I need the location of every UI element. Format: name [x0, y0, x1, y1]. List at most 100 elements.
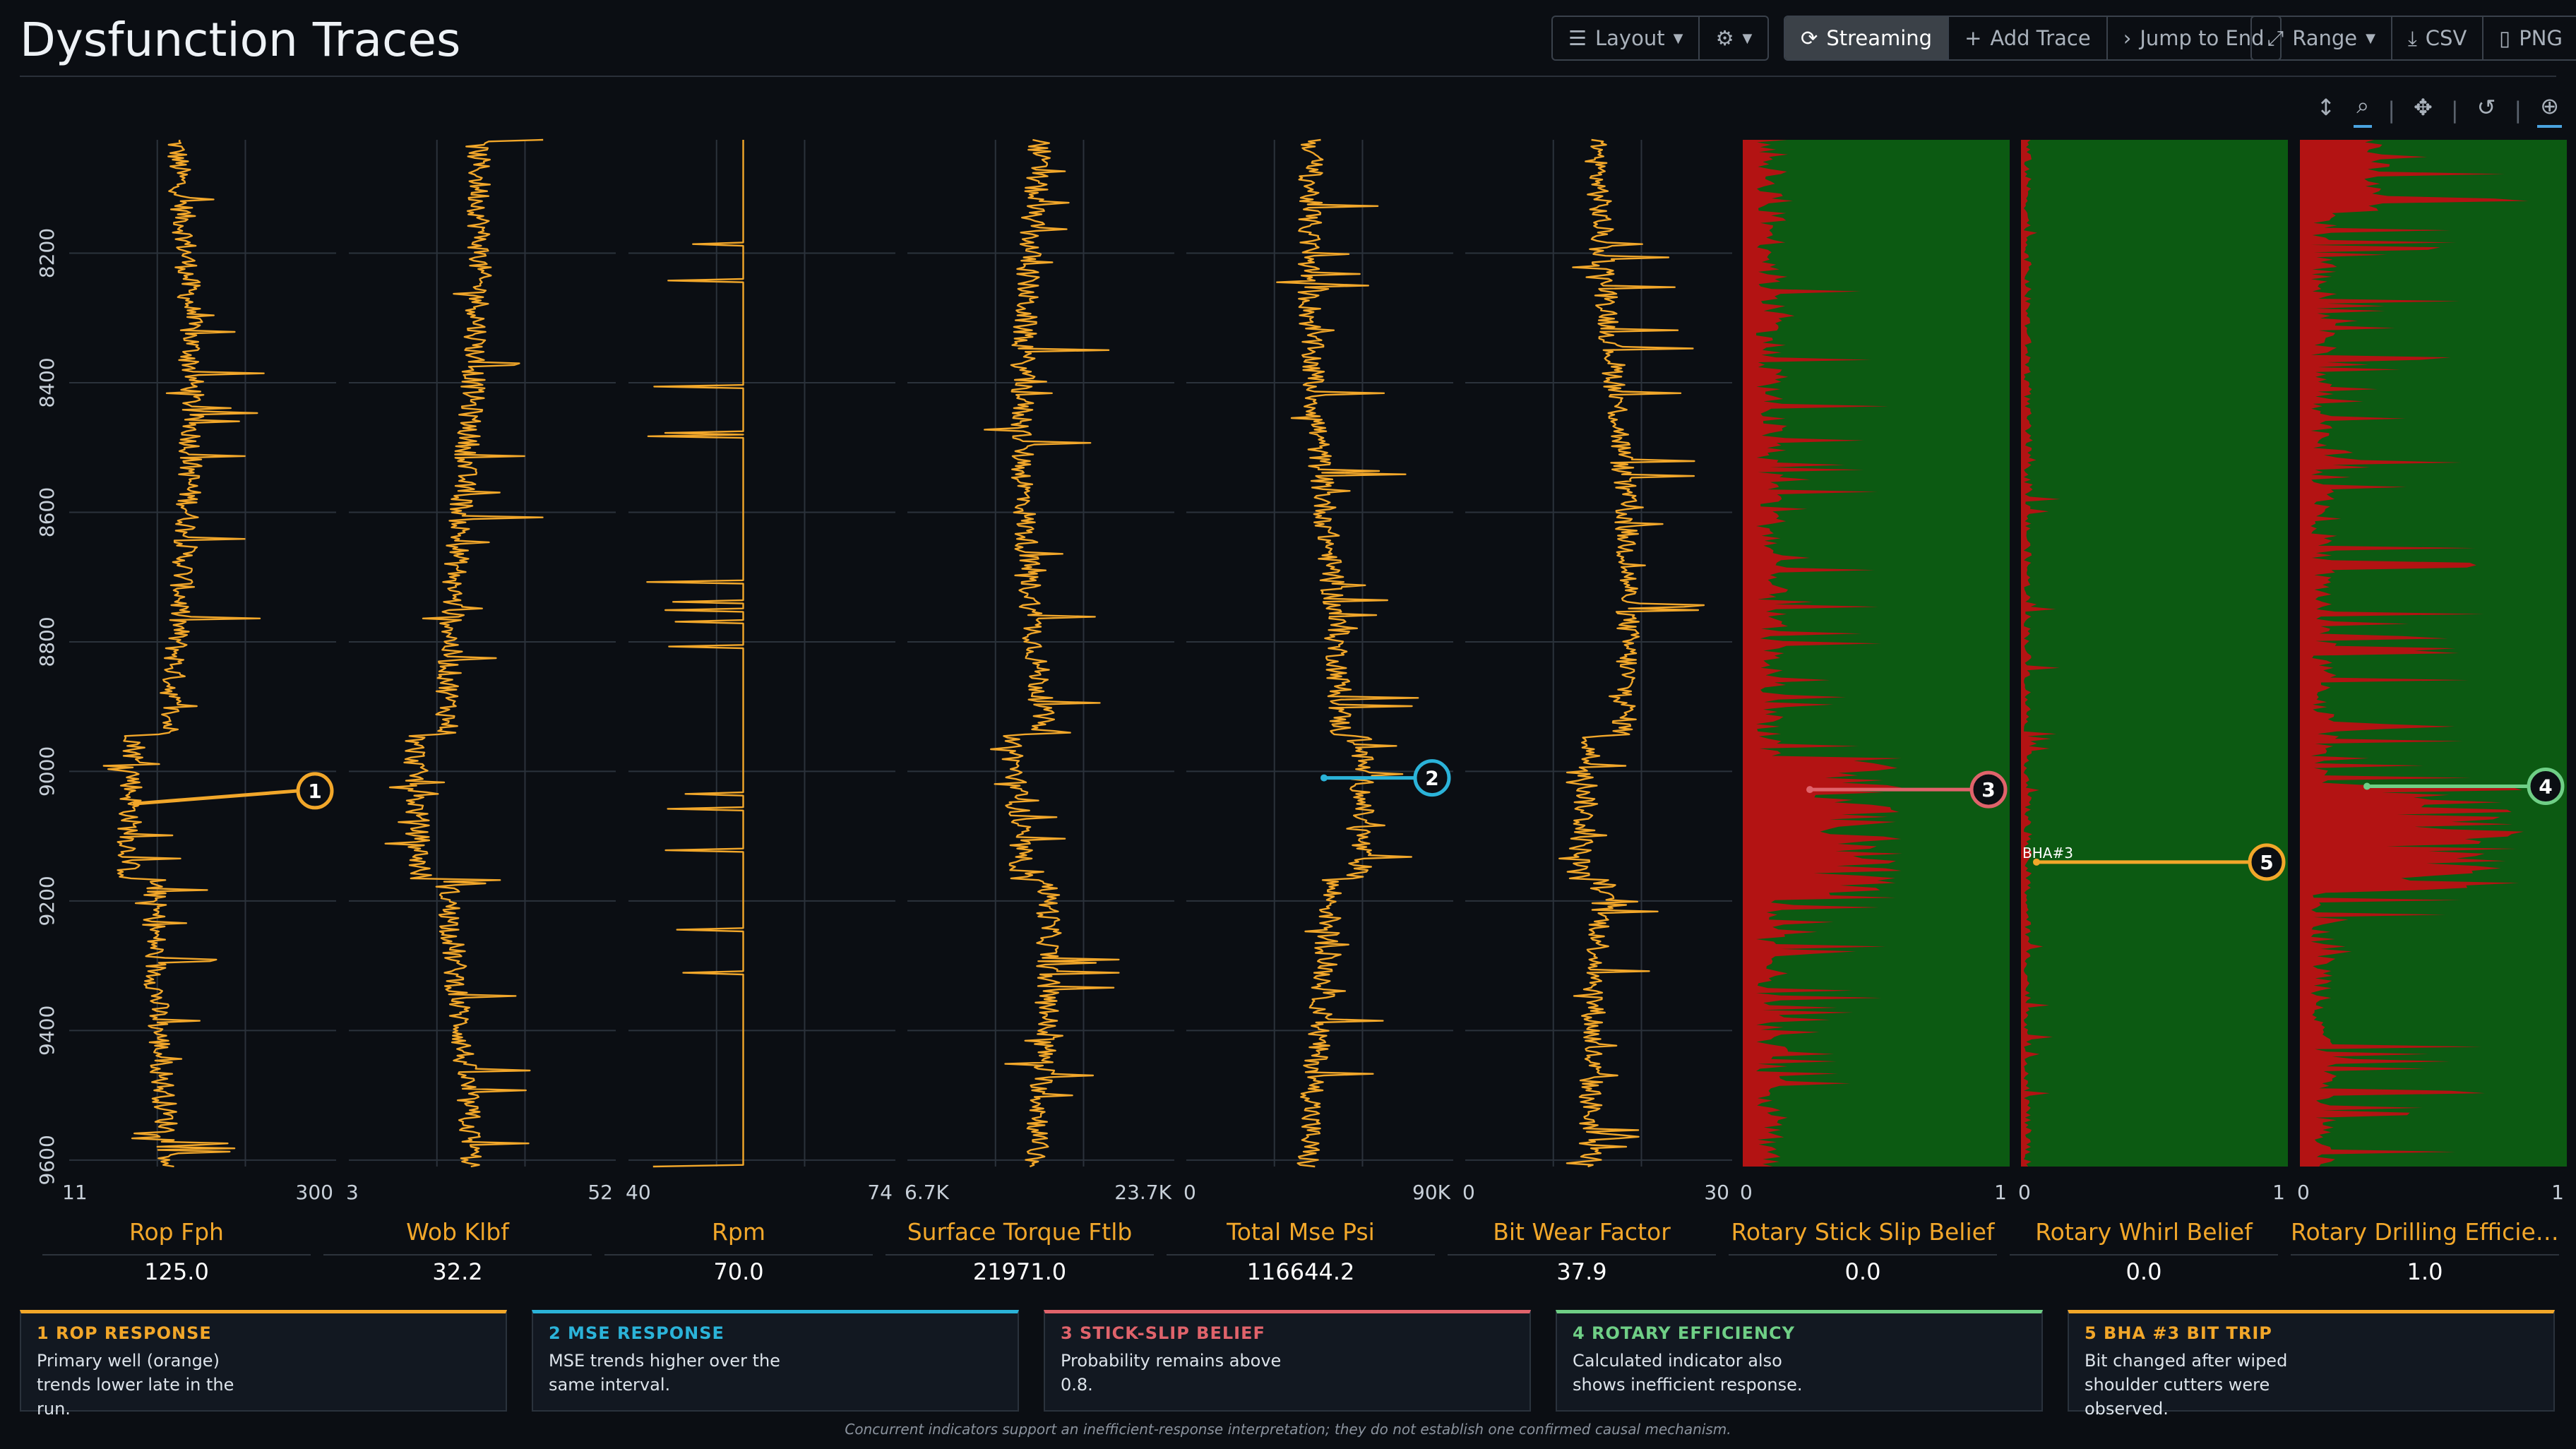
track-1: 11 300: [62, 139, 336, 1204]
track-3: 40 74: [626, 140, 895, 1204]
card-text: MSE trends higher over the same interval…: [549, 1351, 780, 1395]
marker-number: 4: [2539, 775, 2552, 799]
track-label-divider: [323, 1254, 592, 1256]
page-title: Dysfunction Traces: [20, 13, 461, 67]
zoom-select-icon[interactable]: ⌕: [2354, 92, 2373, 128]
range-button[interactable]: ⤢ Range ▼: [2252, 17, 2392, 59]
track-label-divider: [1448, 1254, 1716, 1256]
axis-min-label: 0: [1462, 1181, 1475, 1204]
marker-circle: [1969, 770, 2008, 809]
plus-icon: +: [1964, 26, 1982, 50]
marker-leader: [136, 789, 299, 806]
marker-circle: [296, 772, 334, 810]
track-label-divider: [886, 1254, 1154, 1256]
axis-max-label: 1: [1994, 1181, 2007, 1204]
vertical-arrows-icon[interactable]: ↕: [2316, 93, 2336, 121]
marker-number: 1: [308, 780, 321, 803]
track-label-divider: [2291, 1254, 2559, 1256]
marker-4: 4: [2363, 768, 2565, 806]
annotation-card: 2 MSE RESPONSE MSE trends higher over the…: [532, 1310, 1019, 1412]
belief-fill: [2021, 140, 2061, 1167]
card-text: Probability remains above 0.8.: [1061, 1351, 1282, 1395]
depth-tick-label: 8600: [35, 487, 59, 537]
card-title: 3 STICK-SLIP BELIEF: [1061, 1323, 1265, 1343]
marker-dot: [2363, 782, 2371, 790]
track-label-divider: [1167, 1254, 1435, 1256]
trace-line: [646, 140, 744, 1168]
axis-max-label: 74: [867, 1181, 893, 1204]
chevron-down-icon: ▼: [1742, 30, 1753, 46]
belief-background: [2021, 140, 2288, 1167]
marker-number: 2: [1425, 767, 1438, 790]
depth-tick-label: 9000: [35, 746, 59, 797]
track-current-value: 70.0: [713, 1258, 764, 1285]
marker-number: 5: [2260, 851, 2273, 874]
track-label: Rop Fph: [129, 1218, 224, 1246]
stream-toolbar-group: ⟳ Streaming + Add Trace › Jump to End: [1784, 16, 2282, 61]
track-label-divider: [604, 1254, 873, 1256]
axis-max-label: 23.7K: [1114, 1181, 1171, 1204]
axis-min-label: 3: [346, 1181, 359, 1204]
marker-dot: [133, 799, 140, 807]
add-trace-button[interactable]: + Add Trace: [1949, 17, 2108, 59]
axis-min-label: 0: [2018, 1181, 2031, 1204]
settings-button[interactable]: ⚙ ▼: [1700, 17, 1767, 59]
tool-separator: |: [2387, 96, 2395, 124]
png-button[interactable]: ▯ PNG: [2483, 17, 2576, 59]
marker-2: 2: [1320, 759, 1451, 797]
pan-icon[interactable]: ✥: [2414, 93, 2433, 121]
axis-min-label: 0: [1740, 1181, 1753, 1204]
crosshair-icon[interactable]: ⊕: [2537, 93, 2562, 128]
track-6: 0 30: [1462, 138, 1732, 1204]
card-text: Primary well (orange) trends lower late …: [37, 1351, 234, 1419]
track-label: Rotary Drilling Efficiency: [2291, 1218, 2559, 1246]
card-text: Bit changed after wiped shoulder cutters…: [2085, 1351, 2288, 1419]
chevron-down-icon: ▼: [2366, 30, 2375, 46]
chart-tool-bar: ↕ ⌕ | ✥ | ↺ | ⊕: [2313, 92, 2562, 128]
track-current-value: 37.9: [1556, 1258, 1607, 1285]
depth-tick-label: 9200: [35, 876, 59, 926]
card-title: 2 MSE RESPONSE: [549, 1323, 724, 1343]
trace-line: [983, 138, 1120, 1168]
axis-max-label: 1: [2272, 1181, 2285, 1204]
track-label: Rotary Stick Slip Belief: [1731, 1218, 1995, 1246]
csv-button[interactable]: ⤓ CSV: [2392, 17, 2484, 59]
track-current-value: 116644.2: [1246, 1258, 1355, 1285]
marker-text-label: BHA#3: [2022, 845, 2073, 861]
track-current-value: 0.0: [2125, 1258, 2162, 1285]
file-icon: ▯: [2499, 26, 2511, 50]
export-toolbar-group: ⤢ Range ▼ ⤓ CSV ▯ PNG: [2250, 16, 2576, 61]
depth-tick-label: 8800: [35, 616, 59, 667]
track-label-divider: [1729, 1254, 1997, 1256]
streaming-button[interactable]: ⟳ Streaming: [1785, 17, 1950, 59]
title-divider: [20, 76, 2556, 77]
track-label: Surface Torque Ftlb: [907, 1218, 1133, 1246]
track-label: Rotary Whirl Belief: [2035, 1218, 2253, 1246]
range-label: Range: [2292, 26, 2358, 50]
trace-line: [1276, 138, 1419, 1168]
png-label: PNG: [2519, 26, 2563, 50]
axis-min-label: 6.7K: [905, 1181, 950, 1204]
track-current-value: 125.0: [144, 1258, 209, 1285]
marker-dot: [1806, 786, 1813, 794]
track-label: Bit Wear Factor: [1493, 1218, 1671, 1246]
reset-icon[interactable]: ↺: [2476, 93, 2496, 121]
marker-dot: [1320, 774, 1328, 782]
filter-lines-icon: ☰: [1568, 26, 1587, 50]
csv-label: CSV: [2425, 26, 2467, 50]
card-title: 4 ROTARY EFFICIENCY: [1573, 1323, 1796, 1343]
chevron-right-icon: ›: [2123, 26, 2132, 50]
annotation-card: 3 STICK-SLIP BELIEF Probability remains a…: [1044, 1310, 1531, 1412]
jump-to-end-button[interactable]: › Jump to End: [2108, 17, 2280, 59]
marker-dot: [2033, 858, 2040, 866]
tool-separator: |: [2514, 96, 2522, 124]
axis-max-label: 30: [1704, 1181, 1729, 1204]
axis-max-label: 300: [296, 1181, 333, 1204]
chevron-down-icon: ▼: [1673, 30, 1683, 46]
track-label: Wob Klbf: [406, 1218, 509, 1246]
layout-button[interactable]: ☰ Layout ▼: [1553, 17, 1700, 59]
annotation-cards: 1 ROP RESPONSE Primary well (orange) tren…: [20, 1310, 2555, 1419]
